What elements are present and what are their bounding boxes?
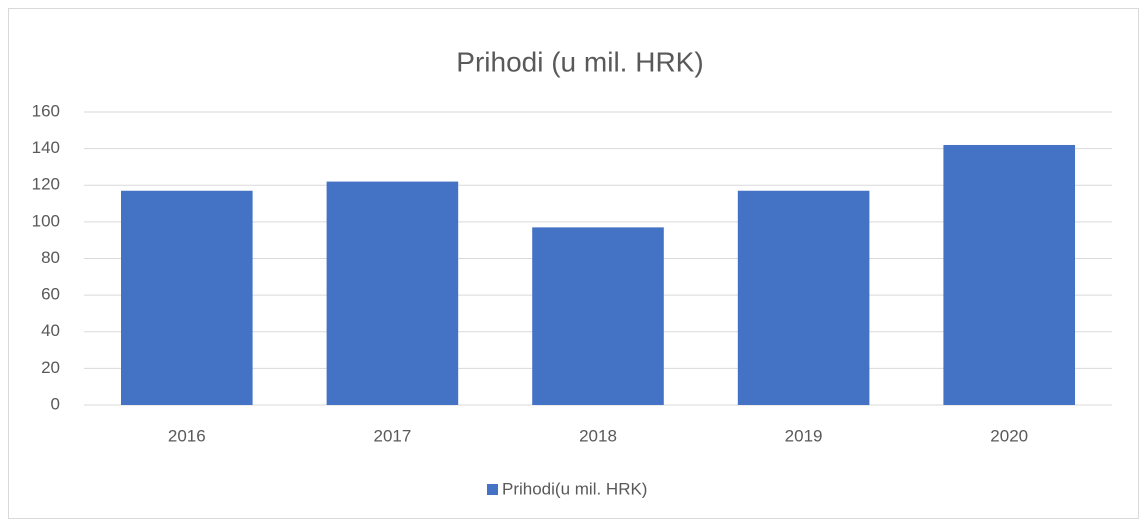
bar <box>326 181 459 405</box>
legend-swatch <box>487 484 498 495</box>
bar <box>121 190 253 405</box>
y-tick-label: 80 <box>41 248 60 267</box>
bar <box>943 144 1075 405</box>
x-tick-label: 2017 <box>373 426 411 445</box>
y-tick-label: 20 <box>41 358 60 377</box>
x-tick-label: 2016 <box>168 426 206 445</box>
x-tick-label: 2019 <box>785 426 823 445</box>
y-tick-label: 100 <box>32 211 60 230</box>
y-tick-label: 140 <box>32 138 60 157</box>
bar <box>532 227 664 405</box>
bar <box>737 190 870 405</box>
x-tick-label: 2018 <box>579 426 617 445</box>
x-tick-label: 2020 <box>990 426 1028 445</box>
y-tick-label: 0 <box>51 394 60 413</box>
legend-label: Prihodi(u mil. HRK) <box>502 479 647 498</box>
y-tick-label: 160 <box>32 101 60 120</box>
chart-title: Prihodi (u mil. HRK) <box>456 46 703 77</box>
y-tick-label: 60 <box>41 285 60 304</box>
y-tick-label: 120 <box>32 175 60 194</box>
y-tick-label: 40 <box>41 321 60 340</box>
